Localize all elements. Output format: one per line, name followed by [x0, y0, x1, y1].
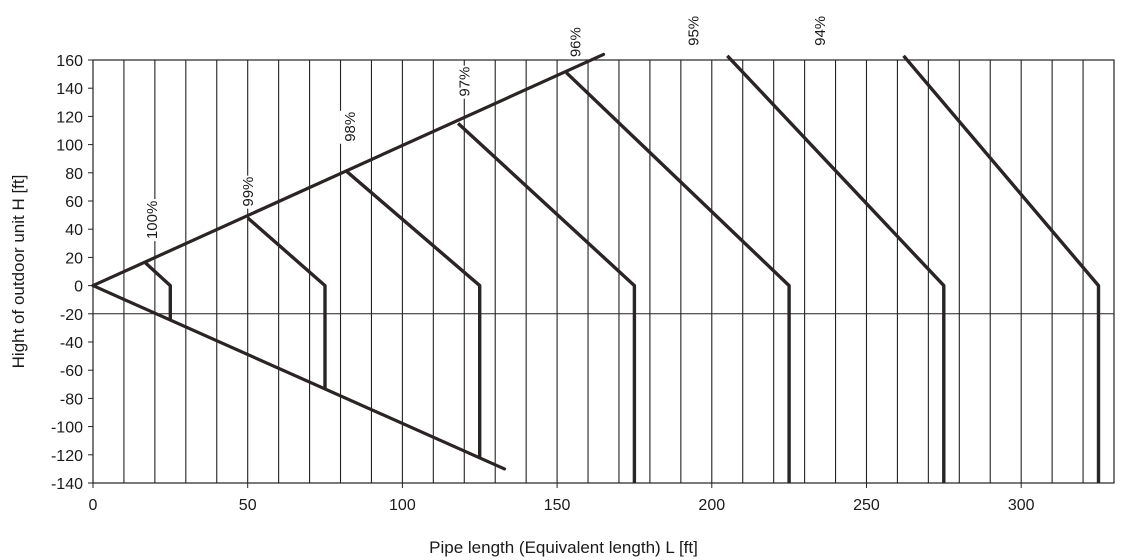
series-label-bg — [565, 26, 585, 60]
series-line — [345, 170, 482, 458]
y-tick-label: -60 — [60, 363, 83, 380]
series-label: 100% — [141, 199, 161, 242]
series-label: 95% — [683, 14, 703, 48]
series-line — [726, 54, 946, 483]
y-axis-title: Hight of outdoor unit H [ft] — [9, 175, 28, 369]
y-tick-label: 60 — [65, 194, 83, 211]
series-label-text: 97% — [456, 67, 473, 97]
y-tick-label: 140 — [56, 81, 83, 98]
plot-frame — [92, 59, 1115, 484]
x-axis-title: Pipe length (Equivalent length) L [ft] — [429, 538, 698, 557]
series-line — [902, 54, 1101, 483]
series-label-bg — [683, 14, 703, 48]
y-tick-label: 40 — [65, 222, 83, 239]
series-label: 98% — [339, 110, 359, 144]
x-tick-label: 100 — [389, 497, 416, 514]
lower-boundary-line — [91, 284, 507, 471]
x-tick-label: 300 — [1008, 497, 1035, 514]
y-tick-label: -140 — [51, 476, 83, 493]
series-label-text: 94% — [812, 16, 829, 46]
y-tick-label: -120 — [51, 448, 83, 465]
series-label-bg — [454, 65, 474, 99]
series-label-text: 98% — [342, 112, 359, 142]
series-label-bg — [339, 110, 359, 144]
x-tick-label: 250 — [853, 497, 880, 514]
lines — [91, 52, 1101, 483]
series-label-bg — [810, 14, 830, 48]
series-label-bg — [237, 175, 257, 209]
series-line — [144, 261, 173, 320]
x-tick-label: 200 — [698, 497, 725, 514]
y-tick-label: -20 — [60, 307, 83, 324]
series-label-text: 100% — [144, 201, 161, 239]
series-label: 94% — [810, 14, 830, 48]
series-label-text: 96% — [568, 27, 585, 57]
series-label: 96% — [565, 26, 585, 60]
series-line — [565, 71, 791, 483]
axes: 0 50 100 150 200 250 300160140120100806040200-… — [51, 53, 1115, 514]
x-tick-label: 150 — [544, 497, 571, 514]
x-tick-label: 0 — [89, 497, 98, 514]
y-tick-label: 0 — [74, 279, 83, 296]
upper-boundary-line — [91, 52, 606, 288]
y-tick-label: 100 — [56, 138, 83, 155]
y-tick-label: -100 — [51, 420, 83, 437]
y-tick-label: -40 — [60, 335, 83, 352]
labels: 100% 99% 98% 97% 96% 95% 94% — [141, 14, 830, 242]
series-label: 97% — [454, 65, 474, 99]
y-tick-label: 80 — [65, 166, 83, 183]
y-tick-label: -80 — [60, 391, 83, 408]
series-line — [246, 216, 327, 390]
y-tick-label: 20 — [65, 250, 83, 267]
series-label-text: 95% — [685, 16, 702, 46]
y-tick-label: 120 — [56, 109, 83, 126]
y-tick-label: 160 — [56, 53, 83, 70]
x-tick-label: 50 — [239, 497, 257, 514]
series-label-text: 99% — [240, 177, 257, 207]
series-line — [456, 122, 637, 483]
series-label-bg — [141, 199, 161, 242]
series-label: 99% — [237, 175, 257, 209]
